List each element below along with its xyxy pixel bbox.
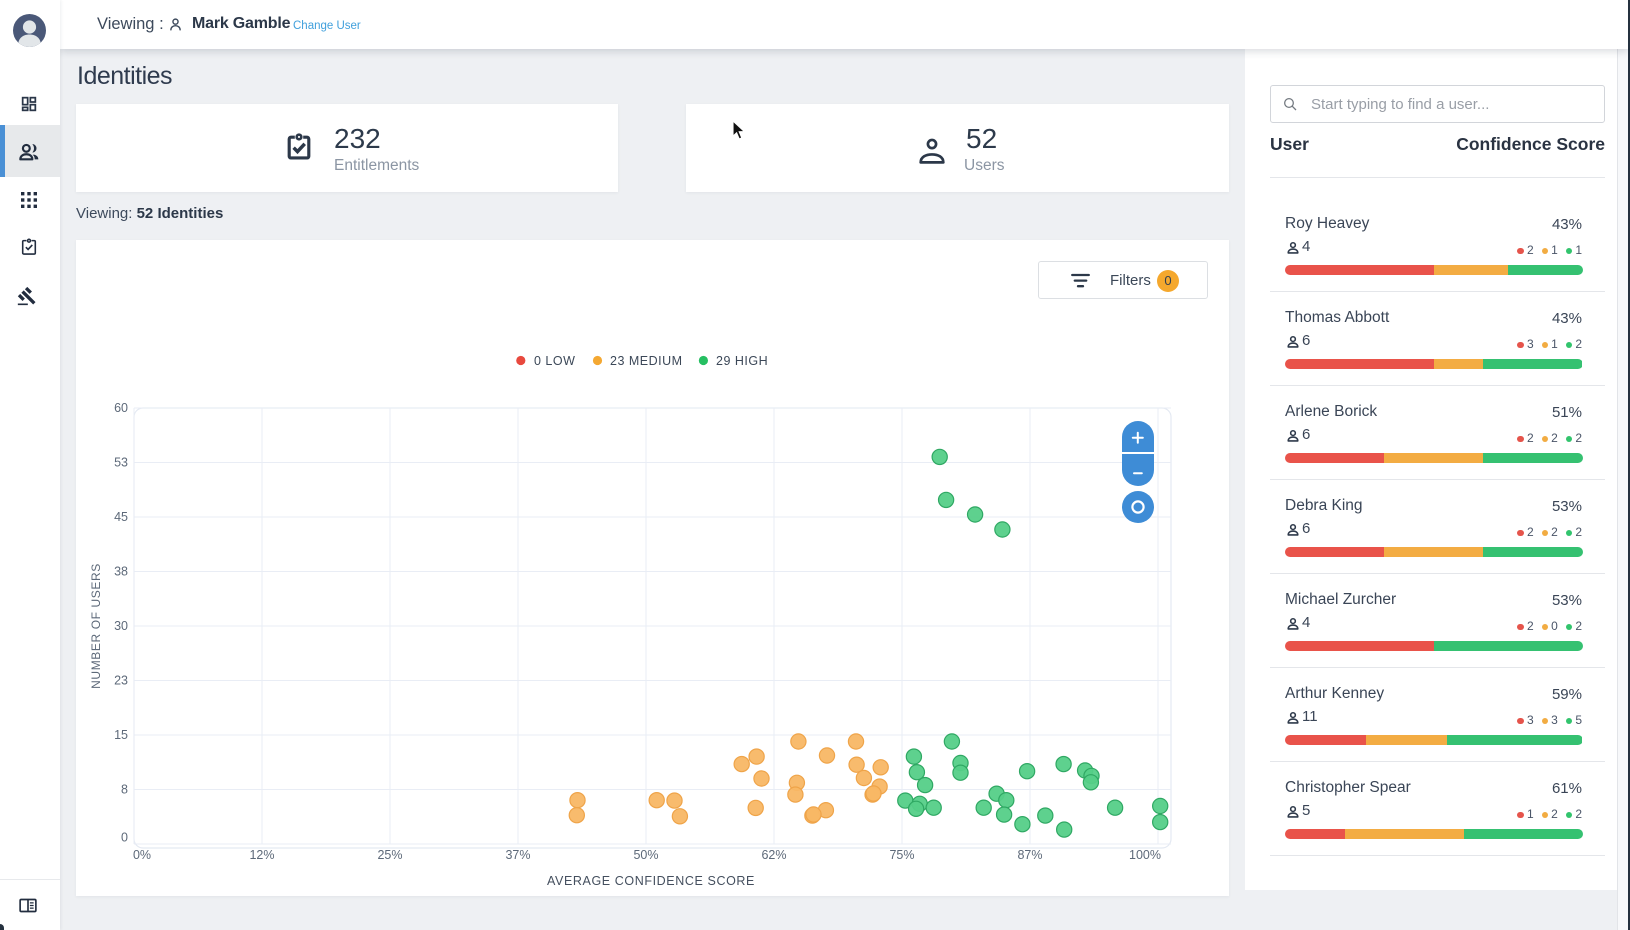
svg-text:0 LOW: 0 LOW	[534, 354, 575, 368]
svg-text:37%: 37%	[505, 848, 530, 862]
svg-text:0: 0	[121, 831, 128, 845]
svg-text:0%: 0%	[133, 848, 151, 862]
svg-text:29 HIGH: 29 HIGH	[716, 354, 768, 368]
svg-text:75%: 75%	[889, 848, 914, 862]
svg-text:AVERAGE CONFIDENCE SCORE: AVERAGE CONFIDENCE SCORE	[547, 874, 755, 888]
svg-text:15: 15	[114, 728, 128, 742]
svg-text:30: 30	[114, 619, 128, 633]
svg-text:62%: 62%	[761, 848, 786, 862]
svg-text:53: 53	[114, 456, 128, 470]
svg-text:45: 45	[114, 510, 128, 524]
svg-text:25%: 25%	[377, 848, 402, 862]
svg-text:87%: 87%	[1017, 848, 1042, 862]
svg-text:38: 38	[114, 565, 128, 579]
svg-text:50%: 50%	[633, 848, 658, 862]
svg-text:100%: 100%	[1129, 848, 1161, 862]
svg-text:23 MEDIUM: 23 MEDIUM	[610, 354, 683, 368]
svg-text:23: 23	[114, 674, 128, 688]
svg-text:60: 60	[114, 401, 128, 415]
svg-text:NUMBER OF USERS: NUMBER OF USERS	[89, 563, 103, 689]
svg-text:12%: 12%	[249, 848, 274, 862]
svg-text:8: 8	[121, 783, 128, 797]
